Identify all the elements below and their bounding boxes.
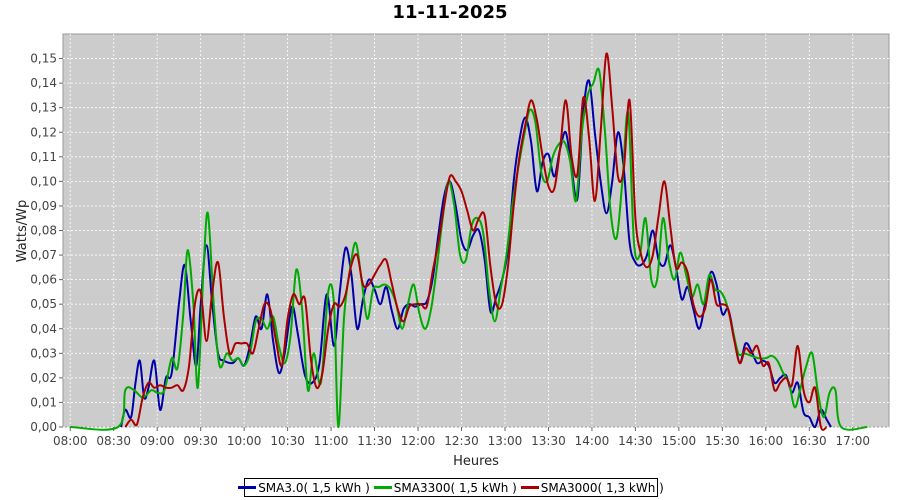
y-tick-label: 0,08	[30, 224, 57, 238]
y-axis-ticks: 0,00 0,01 0,02 0,03 0,04 0,05 0,06 0,07 0,08 0,09…	[30, 52, 63, 434]
series-lines	[70, 52, 868, 431]
y-tick-label: 0,07	[30, 248, 57, 262]
legend-item-2: SMA3300( 1,5 kWh )	[373, 480, 517, 495]
x-axis-ticks: 08:00 08:30 09:00 09:30 10:00 10:30 11:00 11:30…	[53, 427, 870, 448]
x-tick-label: 12:30	[444, 434, 479, 448]
y-tick-label: 0,11	[30, 150, 57, 164]
x-tick-label: 08:30	[96, 434, 131, 448]
y-tick-label: 0,00	[30, 420, 57, 434]
x-tick-label: 08:00	[53, 434, 88, 448]
x-tick-label: 14:30	[618, 434, 653, 448]
y-tick-label: 0,04	[30, 322, 57, 336]
x-axis-label: Heures	[453, 454, 499, 469]
series-line-2	[70, 67, 868, 431]
y-tick-label: 0,10	[30, 174, 57, 188]
series-line-1	[120, 79, 832, 429]
legend-swatch	[373, 486, 392, 489]
y-tick-label: 0,02	[30, 371, 57, 385]
legend-item-3: SMA3000( 1,3 kWh )	[520, 480, 664, 495]
x-tick-label: 16:30	[792, 434, 827, 448]
y-tick-label: 0,05	[30, 297, 57, 311]
x-tick-label: 14:00	[575, 434, 610, 448]
legend-swatch	[520, 486, 539, 489]
x-tick-label: 12:00	[401, 434, 436, 448]
y-tick-label: 0,09	[30, 199, 57, 213]
x-tick-label: 11:00	[314, 434, 349, 448]
legend: SMA3.0( 1,5 kWh ) SMA3300( 1,5 kWh ) SMA30…	[238, 478, 664, 497]
y-tick-label: 0,12	[30, 125, 57, 139]
x-tick-label: 09:30	[183, 434, 218, 448]
x-tick-label: 09:00	[140, 434, 175, 448]
y-axis-label: Watts/Wp	[15, 200, 30, 262]
x-tick-label: 13:30	[531, 434, 566, 448]
series-line-3	[124, 52, 828, 431]
y-tick-label: 0,06	[30, 273, 57, 287]
y-tick-label: 0,15	[30, 52, 57, 66]
legend-label: SMA3.0( 1,5 kWh )	[258, 480, 370, 495]
x-tick-label: 17:00	[835, 434, 870, 448]
chart-title: 11-11-2025	[392, 2, 508, 23]
x-tick-label: 16:00	[749, 434, 784, 448]
x-tick-label: 11:30	[357, 434, 392, 448]
legend-item-1: SMA3.0( 1,5 kWh )	[238, 481, 370, 495]
y-tick-label: 0,14	[30, 76, 57, 90]
y-tick-label: 0,03	[30, 346, 57, 360]
x-tick-label: 10:00	[227, 434, 262, 448]
x-tick-label: 15:30	[705, 434, 740, 448]
legend-label: SMA3300( 1,5 kWh )	[393, 480, 517, 495]
x-tick-label: 15:00	[662, 434, 697, 448]
x-tick-label: 10:30	[270, 434, 305, 448]
legend-swatch	[238, 486, 257, 489]
x-tick-label: 13:00	[488, 434, 523, 448]
legend-label: SMA3000( 1,3 kWh )	[540, 480, 664, 495]
y-tick-label: 0,01	[30, 395, 57, 409]
y-tick-label: 0,13	[30, 101, 57, 115]
